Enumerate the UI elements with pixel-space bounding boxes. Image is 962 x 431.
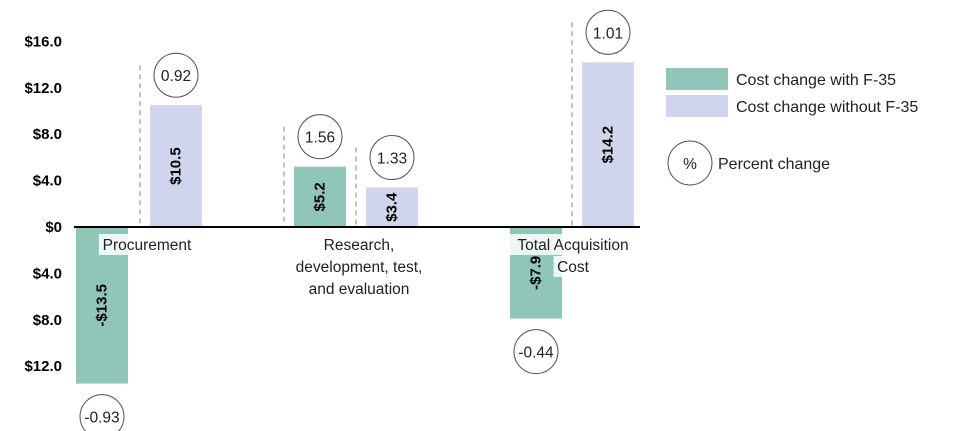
bar-s1-c2: [582, 62, 634, 227]
category-label-bg-0-0: [98, 234, 196, 255]
legend-label-0: Cost change with F-35: [736, 72, 896, 89]
category-label-1-0: Research,: [324, 237, 395, 254]
category-label-bg-2-0: [500, 234, 646, 255]
bar-s1-c1: [366, 187, 418, 227]
y-tick-label-4: $0: [45, 219, 62, 236]
legend-swatch-1: [666, 95, 728, 117]
legend-percent-symbol: %: [683, 156, 697, 173]
percent-label-s0-c1: 1.56: [305, 130, 335, 147]
category-label-1-1: development, test,: [296, 259, 423, 276]
percent-circle-s1-c1: [369, 135, 415, 181]
bar-s0-c1: [294, 166, 346, 227]
y-tick-label-6: $8.0: [33, 312, 62, 329]
bar-value-label-s1-c1: $3.4: [384, 192, 401, 222]
y-tick-label-0: $16.0: [24, 33, 62, 50]
category-label-2-1: Cost: [557, 259, 590, 276]
bar-value-label-s0-c1: $5.2: [312, 182, 329, 211]
percent-label-s1-c0: 0.92: [161, 68, 191, 85]
y-tick-label-3: $4.0: [33, 173, 62, 190]
category-label-bg-1-1: [282, 256, 436, 277]
legend-swatch-0: [666, 68, 728, 90]
bar-value-label-s1-c0: $10.5: [168, 147, 185, 185]
y-tick-label-5: $4.0: [33, 265, 62, 282]
bar-value-label-s0-c0: -$13.5: [94, 284, 111, 327]
percent-circle-s1-c0: [153, 52, 199, 98]
bar-s1-c0: [150, 105, 202, 227]
category-label-bg-1-0: [319, 234, 399, 255]
percent-label-s0-c2: -0.44: [518, 345, 554, 362]
legend-percent-label: Percent change: [718, 156, 830, 173]
category-label-0-0: Procurement: [103, 237, 192, 254]
legend-percent-circle: [667, 140, 713, 186]
y-tick-label-7: $12.0: [24, 358, 62, 375]
percent-circle-s0-c1: [297, 114, 343, 160]
bar-value-label-s0-c2: -$7.9: [528, 256, 545, 290]
y-tick-label-1: $12.0: [24, 80, 62, 97]
percent-label-s1-c1: 1.33: [377, 151, 407, 168]
legend-label-1: Cost change without F-35: [736, 99, 918, 116]
category-label-bg-1-2: [298, 278, 420, 299]
percent-circle-s1-c2: [585, 9, 631, 55]
category-label-2-0: Total Acquisition: [517, 237, 628, 254]
percent-label-s0-c0: -0.93: [84, 410, 119, 427]
percent-label-s1-c2: 1.01: [593, 25, 623, 42]
category-label-bg-2-1: [553, 256, 593, 277]
percent-circle-s0-c0: [79, 394, 125, 431]
percent-circle-s0-c2: [513, 329, 559, 375]
y-tick-label-2: $8.0: [33, 126, 62, 143]
category-label-1-2: and evaluation: [309, 281, 410, 298]
bar-value-label-s1-c2: $14.2: [600, 126, 617, 164]
